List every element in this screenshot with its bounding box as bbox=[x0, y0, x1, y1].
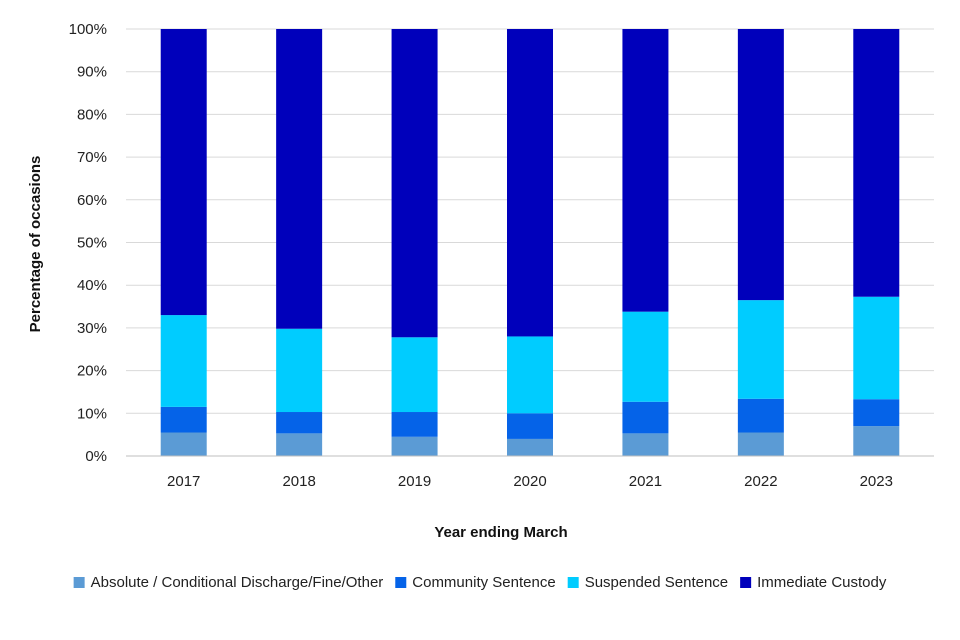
bar-segment-2022-series-3 bbox=[737, 29, 784, 301]
bar-stack-2018 bbox=[276, 29, 323, 456]
y-tick-label: 10% bbox=[77, 405, 107, 422]
legend-label: Suspended Sentence bbox=[585, 574, 728, 591]
x-tick-label: 2019 bbox=[398, 473, 431, 490]
bar-segment-2020-series-0 bbox=[507, 438, 553, 456]
legend-item-3: Immediate Custody bbox=[740, 574, 887, 591]
bars bbox=[160, 29, 900, 456]
bar-segment-2017-series-2 bbox=[160, 315, 207, 407]
y-tick-label: 70% bbox=[77, 149, 107, 166]
bar-stack-2019 bbox=[391, 29, 438, 456]
y-tick-label: 50% bbox=[77, 235, 107, 252]
bar-segment-2020-series-1 bbox=[507, 413, 553, 439]
bar-stack-2017 bbox=[160, 29, 207, 456]
y-tick-label: 80% bbox=[77, 106, 107, 123]
bar-segment-2019-series-3 bbox=[391, 29, 438, 338]
x-axis-title: Year ending March bbox=[434, 524, 567, 541]
x-tick-label: 2017 bbox=[167, 473, 200, 490]
x-tick-label: 2022 bbox=[744, 473, 777, 490]
x-tick-label: 2020 bbox=[513, 473, 546, 490]
bar-segment-2019-series-1 bbox=[391, 412, 438, 437]
bar-segment-2019-series-2 bbox=[391, 337, 438, 413]
bar-segment-2023-series-2 bbox=[853, 296, 900, 400]
y-tick-label: 100% bbox=[69, 21, 107, 38]
legend-swatch bbox=[740, 577, 752, 588]
bar-stack-2020 bbox=[507, 29, 553, 456]
bar-segment-2020-series-3 bbox=[507, 29, 553, 337]
y-tick-labels: 0% 10% 20% 30% 40% 50% 60% 70% 80% 90% 100% bbox=[69, 21, 107, 465]
bar-segment-2021-series-0 bbox=[622, 433, 669, 456]
y-axis-title: Percentage of occasions bbox=[27, 156, 44, 333]
y-tick-label: 90% bbox=[77, 64, 107, 81]
bar-segment-2018-series-0 bbox=[276, 433, 323, 456]
bar-segment-2019-series-0 bbox=[391, 436, 438, 456]
legend-swatch bbox=[395, 577, 407, 588]
y-tick-label: 40% bbox=[77, 277, 107, 294]
bar-segment-2021-series-1 bbox=[622, 401, 669, 434]
y-tick-label: 60% bbox=[77, 192, 107, 209]
bar-segment-2023-series-3 bbox=[853, 29, 900, 297]
bar-segment-2018-series-1 bbox=[276, 412, 323, 434]
bar-segment-2017-series-0 bbox=[160, 432, 207, 456]
bar-stack-2022 bbox=[737, 29, 784, 456]
bar-stack-2021 bbox=[622, 29, 669, 456]
x-tick-label: 2021 bbox=[629, 473, 662, 490]
bar-segment-2018-series-2 bbox=[276, 328, 323, 413]
x-tick-label: 2023 bbox=[860, 473, 893, 490]
legend-swatch bbox=[73, 577, 85, 588]
y-tick-label: 0% bbox=[85, 448, 107, 465]
legend-swatch bbox=[567, 577, 579, 588]
x-tick-label: 2018 bbox=[282, 473, 315, 490]
bar-segment-2017-series-3 bbox=[160, 29, 207, 316]
bar-segment-2023-series-1 bbox=[853, 399, 900, 427]
legend-item-2: Suspended Sentence bbox=[567, 574, 728, 591]
legend: Absolute / Conditional Discharge/Fine/Ot… bbox=[73, 574, 887, 591]
bar-segment-2021-series-2 bbox=[622, 311, 669, 402]
bar-segment-2021-series-3 bbox=[622, 29, 669, 312]
bar-segment-2023-series-0 bbox=[853, 426, 900, 456]
legend-item-0: Absolute / Conditional Discharge/Fine/Ot… bbox=[73, 574, 384, 591]
x-tick-labels: 2017 2018 2019 2020 2021 2022 2023 bbox=[167, 473, 893, 490]
bar-segment-2018-series-3 bbox=[276, 29, 323, 329]
y-tick-label: 30% bbox=[77, 320, 107, 337]
bar-segment-2022-series-2 bbox=[737, 300, 784, 399]
bar-segment-2022-series-1 bbox=[737, 398, 784, 433]
legend-label: Community Sentence bbox=[412, 574, 555, 591]
legend-item-1: Community Sentence bbox=[395, 574, 556, 591]
legend-label: Immediate Custody bbox=[757, 574, 887, 591]
y-tick-label: 20% bbox=[77, 363, 107, 380]
bar-segment-2017-series-1 bbox=[160, 406, 207, 433]
bar-segment-2020-series-2 bbox=[507, 336, 553, 414]
bar-stack-2023 bbox=[853, 29, 900, 456]
bar-segment-2022-series-0 bbox=[737, 432, 784, 456]
legend-label: Absolute / Conditional Discharge/Fine/Ot… bbox=[91, 574, 384, 591]
